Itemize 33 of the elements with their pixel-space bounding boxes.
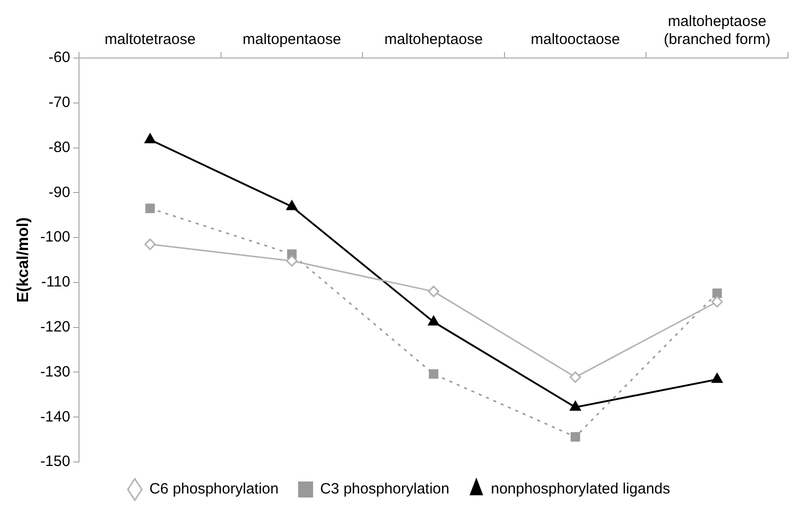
legend-label: C6 phosphorylation bbox=[149, 480, 279, 498]
point bbox=[712, 288, 722, 298]
y-tick-label: -110 bbox=[41, 274, 70, 291]
x-tick-label: maltopentaose bbox=[242, 31, 342, 48]
y-tick-label: -140 bbox=[40, 408, 70, 426]
point bbox=[286, 200, 298, 210]
point bbox=[428, 369, 438, 379]
y-tick-label: -80 bbox=[48, 138, 70, 156]
point bbox=[144, 133, 156, 144]
point bbox=[711, 372, 723, 383]
point bbox=[144, 238, 156, 250]
x-tick-label: maltoheptaose bbox=[384, 31, 483, 48]
point bbox=[145, 204, 155, 214]
point bbox=[570, 371, 582, 383]
y-tick-label: -100 bbox=[40, 228, 70, 246]
x-tick-label: maltotetraose bbox=[104, 31, 196, 48]
y-tick-label: -130 bbox=[40, 363, 70, 380]
point bbox=[570, 432, 580, 442]
x-tick-label: maltoheptaose (branched form) bbox=[664, 13, 770, 48]
y-tick-label: -70 bbox=[48, 94, 70, 112]
legend-label: nonphosphorylated ligands bbox=[490, 480, 670, 498]
point bbox=[428, 286, 440, 298]
x-tick-label: maltooctaose bbox=[530, 31, 620, 48]
y-tick-label: -60 bbox=[48, 49, 70, 66]
legend-label: C3 phosphorylation bbox=[320, 480, 450, 498]
point bbox=[428, 315, 440, 326]
point bbox=[711, 296, 723, 308]
y-tick-label: -150 bbox=[40, 453, 70, 470]
point bbox=[286, 255, 298, 267]
point bbox=[570, 400, 582, 411]
y-tick-label: -90 bbox=[48, 184, 70, 201]
y-axis-title: E(kcal/mol) bbox=[15, 217, 32, 303]
y-tick-label: -120 bbox=[40, 318, 70, 336]
